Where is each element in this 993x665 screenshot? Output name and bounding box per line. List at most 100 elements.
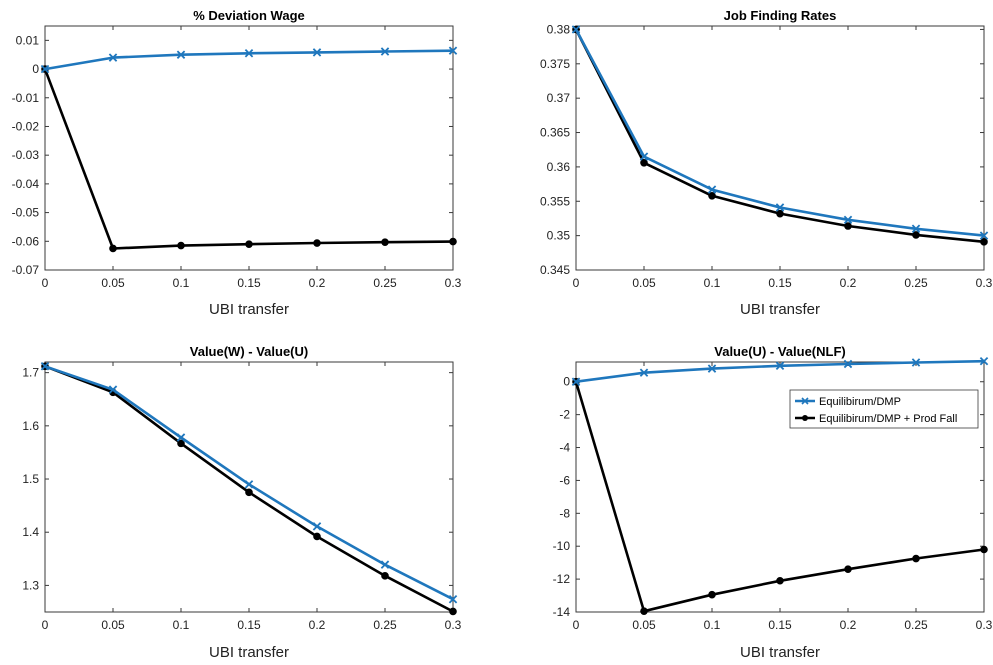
data-point xyxy=(640,158,648,167)
x-tick-label: 0.1 xyxy=(704,276,721,290)
chart-title: Value(W) - Value(U) xyxy=(190,344,308,359)
x-tick-label: 0.25 xyxy=(904,618,928,632)
legend-marker xyxy=(801,397,809,405)
series-line-blue xyxy=(574,28,985,237)
y-tick-label: -0.03 xyxy=(12,148,40,162)
x-tick-label: 0.1 xyxy=(173,618,190,632)
data-point xyxy=(449,607,457,616)
x-tick-label: 0 xyxy=(42,618,49,632)
data-point xyxy=(244,49,254,58)
data-point xyxy=(979,231,989,240)
y-tick-label: -12 xyxy=(553,572,571,586)
data-point xyxy=(776,209,784,218)
x-tick-label: 0.1 xyxy=(173,276,190,290)
data-point xyxy=(448,594,458,604)
data-point xyxy=(176,433,186,442)
data-point xyxy=(776,576,784,585)
y-tick-label: -14 xyxy=(553,605,571,619)
data-point xyxy=(639,152,649,161)
y-tick-label: 0.38 xyxy=(547,22,571,36)
y-tick-label: 1.4 xyxy=(22,525,39,539)
legend-box xyxy=(789,389,979,429)
x-tick-label: 0.2 xyxy=(309,276,326,290)
y-tick-label: 0 xyxy=(32,62,39,76)
y-tick-label: 0.01 xyxy=(16,33,40,47)
x-axis-label: UBI transfer xyxy=(209,644,289,661)
data-point xyxy=(244,480,254,489)
legend-label: Equilibirum/DMP + Prod Fall xyxy=(819,413,957,425)
x-tick-label: 0.05 xyxy=(632,618,656,632)
data-point xyxy=(313,532,321,541)
data-point xyxy=(912,554,920,563)
chart-panel-3: Value(W) - Value(U) 0 0.05 0.1 0.15 0.2 0.25 0.… xyxy=(22,344,461,661)
data-point xyxy=(381,572,389,580)
x-tick-label: 0.2 xyxy=(840,276,857,290)
data-point xyxy=(380,560,390,569)
data-point xyxy=(844,565,852,574)
x-tick-label: 0.3 xyxy=(976,618,993,632)
axes-frame xyxy=(44,361,454,613)
y-tick-label: -0.04 xyxy=(12,177,40,191)
y-tick-label: 0.37 xyxy=(547,91,571,105)
x-tick-label: 0.05 xyxy=(101,276,125,290)
data-point xyxy=(176,50,186,59)
y-tick-label: 0.355 xyxy=(540,194,570,208)
legend: Equilibirum/DMP Equilibirum/DMP + Prod Fa… xyxy=(789,389,979,429)
data-point xyxy=(708,191,716,200)
y-tick-label: -0.05 xyxy=(12,206,40,220)
data-point xyxy=(381,238,389,246)
x-tick-label: 0.3 xyxy=(445,618,462,632)
data-point xyxy=(980,545,988,554)
data-point xyxy=(245,488,253,497)
data-point xyxy=(980,238,988,246)
data-point xyxy=(449,237,457,246)
y-tick-label: -0.07 xyxy=(12,263,40,277)
legend-marker xyxy=(802,415,808,421)
y-tick-label: 0.375 xyxy=(540,57,570,71)
x-tick-label: 0.05 xyxy=(101,618,125,632)
data-point xyxy=(640,607,648,615)
chart-title: Value(U) - Value(NLF) xyxy=(714,344,845,359)
y-tick-label: 0.345 xyxy=(540,263,570,277)
x-tick-label: 0.3 xyxy=(976,276,993,290)
data-point xyxy=(979,356,989,366)
data-point xyxy=(912,231,920,239)
data-point xyxy=(571,25,581,34)
chart-title: Job Finding Rates xyxy=(724,8,837,23)
data-point xyxy=(639,368,649,377)
data-point xyxy=(775,203,785,212)
chart-panel-4: Value(U) - Value(NLF) 0 0.05 0.1 0.15 0.2 0.25… xyxy=(553,344,993,661)
chart-title: % Deviation Wage xyxy=(193,8,304,23)
x-tick-label: 0 xyxy=(573,276,580,290)
x-axis-label: UBI transfer xyxy=(740,644,820,661)
data-point xyxy=(177,241,185,250)
y-tick-label: -6 xyxy=(559,473,570,487)
y-tick-label: -4 xyxy=(559,441,570,455)
y-tick-label: 0.35 xyxy=(547,229,571,243)
y-tick-label: -2 xyxy=(559,408,570,422)
x-tick-label: 0 xyxy=(42,276,49,290)
chart-panel-2: Job Finding Rates 0 0.05 0.1 0.15 0.2 0.25 0.3 0… xyxy=(540,8,993,318)
data-point xyxy=(843,359,853,369)
y-tick-label: 0 xyxy=(563,375,570,389)
data-point xyxy=(313,239,321,247)
data-point xyxy=(708,590,716,599)
y-tick-label: -0.06 xyxy=(12,234,40,248)
series-line-blue xyxy=(44,365,454,601)
data-point xyxy=(380,47,390,56)
x-tick-label: 0.2 xyxy=(309,618,326,632)
y-tick-label: 1.7 xyxy=(22,366,39,380)
data-point xyxy=(108,385,118,394)
data-point xyxy=(40,64,50,74)
data-point xyxy=(911,358,921,367)
data-point xyxy=(843,215,853,225)
y-tick-label: 0.36 xyxy=(547,160,571,174)
data-point xyxy=(844,222,852,230)
x-tick-label: 0.25 xyxy=(373,618,397,632)
y-tick-label: -8 xyxy=(559,506,570,520)
data-point xyxy=(109,244,117,253)
data-point xyxy=(177,439,185,448)
x-axis-label: UBI transfer xyxy=(209,301,289,318)
y-tick-label: 1.6 xyxy=(22,419,39,433)
x-tick-label: 0.25 xyxy=(373,276,397,290)
